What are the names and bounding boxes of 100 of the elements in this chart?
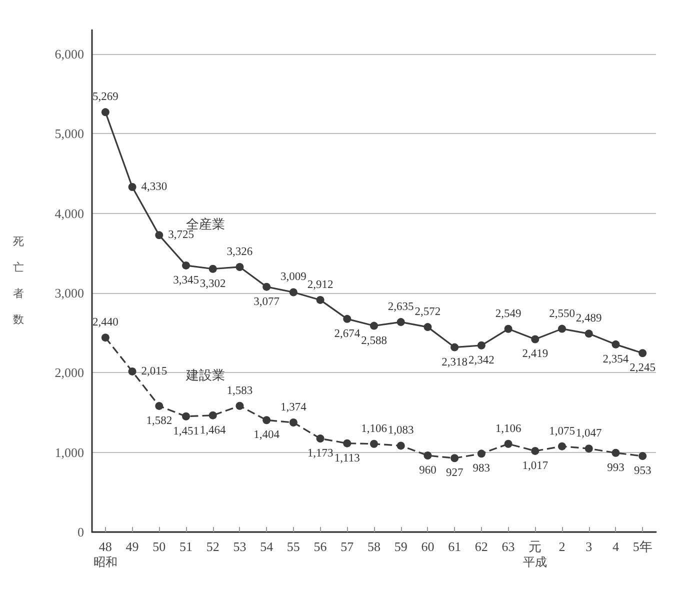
data-label: 3,725 (168, 229, 194, 242)
x-tick-label: 56 (314, 539, 328, 554)
data-label: 3,326 (226, 246, 253, 258)
x-tick-label: 63 (502, 539, 515, 554)
series-label: 建設業 (185, 367, 225, 382)
data-label: 2,015 (141, 365, 168, 378)
x-tick-label: 48 (98, 539, 112, 554)
data-label: 1,451 (173, 425, 200, 438)
x-tick-label: 52 (206, 539, 220, 554)
data-label: 1,404 (254, 429, 280, 442)
data-label: 1,113 (334, 452, 360, 464)
point (612, 340, 620, 348)
point (558, 324, 566, 333)
data-label: 2,549 (495, 308, 522, 320)
data-label: 2,489 (576, 312, 602, 325)
data-label: 2,572 (414, 306, 441, 318)
point (182, 412, 190, 420)
point (101, 334, 110, 342)
text: 平成 (523, 555, 548, 569)
point (262, 282, 271, 291)
data-label: 983 (472, 462, 490, 475)
x-tick-label: 57 (340, 539, 354, 554)
data-label: 2,588 (361, 334, 388, 347)
x-tick-label: 53 (233, 539, 246, 554)
data-label: 2,440 (92, 316, 119, 329)
point (531, 335, 540, 344)
data-label: 927 (446, 467, 464, 480)
x-tick-label: 59 (394, 539, 408, 554)
point (424, 452, 432, 460)
data-label: 3,345 (173, 274, 200, 286)
point (236, 402, 244, 410)
data-label: 2,419 (522, 348, 548, 360)
data-label: 1,017 (522, 460, 548, 472)
x-tick-label: 61 (448, 539, 462, 554)
point (370, 322, 378, 330)
point (289, 418, 298, 427)
x-tick-label: 54 (260, 539, 274, 554)
point (343, 439, 352, 448)
data-label: 1,583 (226, 384, 253, 397)
point (316, 434, 324, 443)
point (208, 411, 217, 420)
point (531, 446, 540, 455)
data-label: 953 (634, 465, 652, 478)
x-tick-label: 49 (126, 539, 139, 554)
point (450, 454, 459, 462)
data-label: 993 (607, 462, 625, 474)
y-tick-label: 0 (78, 524, 84, 540)
point (128, 182, 136, 191)
x-tick-label: 55 (286, 539, 300, 554)
data-label: 3,302 (200, 278, 226, 290)
data-label: 1,047 (576, 428, 602, 440)
data-label: 2,245 (630, 362, 656, 374)
point (396, 442, 405, 450)
y-tick-label: 4,000 (54, 206, 84, 221)
data-label: 960 (419, 464, 437, 477)
data-label: 2,674 (334, 328, 360, 340)
data-label: 2,354 (602, 353, 629, 366)
point (262, 416, 271, 424)
point (584, 444, 593, 453)
point (101, 108, 110, 116)
data-label: 1,106 (361, 422, 388, 435)
data-label: 1,075 (549, 425, 576, 438)
data-label: 1,374 (280, 402, 307, 414)
point (504, 324, 512, 333)
point (396, 318, 405, 326)
data-label: 2,635 (388, 301, 414, 314)
point (558, 442, 566, 450)
data-label: 4,330 (141, 180, 168, 193)
point (289, 288, 298, 296)
data-label: 3,077 (254, 296, 280, 308)
x-tick-label: 2 (558, 539, 566, 554)
point (504, 440, 512, 448)
point (477, 341, 486, 350)
point (584, 330, 593, 338)
data-label: 2,550 (549, 308, 576, 320)
y-tick-label: 3,000 (54, 285, 84, 300)
x-tick-label: 3 (586, 539, 592, 554)
y-tick-label: 6,000 (54, 46, 84, 62)
x-tick-label: 50 (152, 539, 166, 554)
x-tick-label: 51 (180, 539, 192, 554)
point (477, 450, 486, 458)
x-tick-label: 4 (612, 539, 620, 554)
point (128, 367, 136, 376)
y-tick-label: 5,000 (54, 126, 84, 142)
data-label: 1,173 (307, 448, 334, 460)
x-tick-label: 62 (474, 539, 488, 554)
point (208, 264, 217, 273)
point (424, 323, 432, 332)
point (155, 402, 164, 410)
x-tick-label: 58 (368, 539, 380, 554)
text: 昭和 (93, 555, 118, 569)
point (370, 440, 378, 448)
point (316, 296, 324, 304)
x-tick-label: 5年 (632, 539, 652, 554)
point (638, 349, 647, 358)
point (612, 448, 620, 457)
data-label: 1,083 (388, 424, 414, 437)
point (182, 261, 190, 270)
point (343, 314, 352, 323)
x-tick-label: 元 (528, 539, 542, 554)
